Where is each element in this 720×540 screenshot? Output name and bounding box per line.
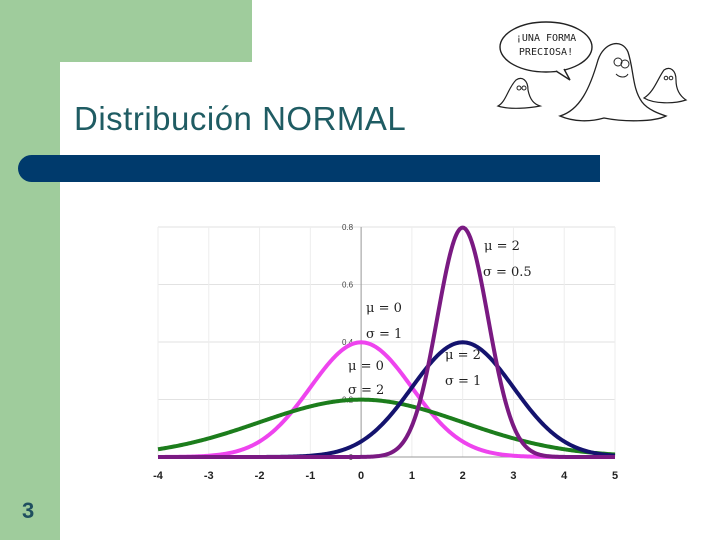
cartoon-caption-line2: PRECIOSA!: [519, 47, 573, 58]
series-line: [157, 340, 616, 459]
x-tick-label: 5: [612, 470, 618, 482]
x-tick-label: 1: [409, 470, 415, 482]
series-sigma-label: σ = 1: [445, 374, 481, 389]
x-tick-label: 0: [358, 470, 364, 482]
series-sigma-label: σ = 1: [366, 327, 402, 342]
y-tick-label: 0.8: [342, 223, 354, 232]
chart-curves: [157, 225, 616, 459]
cartoon-caption-line1: ¡UNA FORMA: [516, 33, 576, 44]
series-line: [157, 397, 616, 457]
x-tick-label: -3: [204, 470, 214, 482]
x-tick-label: 2: [460, 470, 466, 482]
series-sigma-label: σ = 2: [348, 383, 384, 398]
slide-title: Distribución NORMAL: [74, 100, 407, 137]
x-tick-label: -1: [305, 470, 315, 482]
y-tick-label: 0.4: [342, 338, 354, 347]
series-sigma-label: σ = 0.5: [483, 265, 532, 280]
series-mu-label: μ = 2: [445, 348, 481, 363]
series-mu-label: μ = 0: [348, 359, 384, 374]
x-tick-label: -2: [255, 470, 265, 482]
title-underline-bar: [18, 155, 600, 182]
series-mu-label: μ = 2: [484, 239, 520, 254]
y-tick-label: 0.6: [342, 281, 354, 290]
x-tick-label: 4: [561, 470, 568, 482]
content-panel: [60, 62, 720, 540]
x-tick-label: 3: [510, 470, 516, 482]
series-line: [157, 225, 616, 459]
green-sidebar: [0, 0, 60, 540]
slide-number: 3: [22, 498, 35, 523]
ghost-cartoon-icon: ¡UNA FORMA PRECIOSA!: [496, 21, 688, 122]
x-tick-label: -4: [153, 470, 164, 482]
series-mu-label: μ = 0: [366, 301, 402, 316]
chart-labels: μ = 0 σ = 1 μ = 0 σ = 2 μ = 2 σ = 1 μ = 2 σ = 0…: [348, 239, 532, 398]
